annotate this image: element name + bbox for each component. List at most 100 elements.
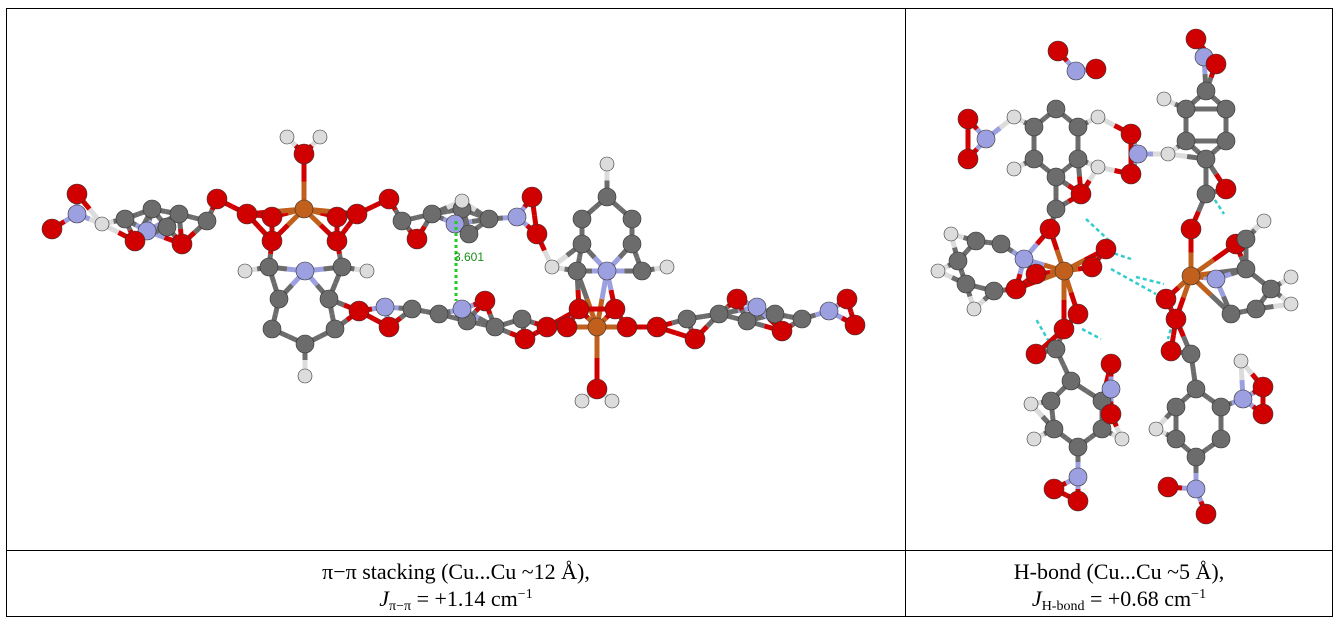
atom xyxy=(1047,340,1065,358)
atom xyxy=(1234,390,1252,408)
h-bond xyxy=(1136,277,1164,284)
atom xyxy=(1047,100,1065,118)
atom xyxy=(172,234,192,254)
atom xyxy=(1262,280,1280,298)
atom xyxy=(508,208,526,226)
atom xyxy=(977,130,995,148)
atom xyxy=(772,321,792,341)
atom xyxy=(480,210,498,228)
atom xyxy=(298,369,312,383)
atom xyxy=(1025,150,1043,168)
atom xyxy=(125,231,145,251)
atom xyxy=(1161,147,1175,161)
atom xyxy=(327,207,347,227)
atom xyxy=(575,394,589,408)
atom xyxy=(527,224,547,244)
atom xyxy=(407,229,427,249)
atom xyxy=(403,300,421,318)
atom xyxy=(1197,150,1215,168)
molecule-drawing: 3.601 xyxy=(7,9,905,550)
atom xyxy=(1177,100,1195,118)
atom xyxy=(685,329,705,349)
superscript: −1 xyxy=(518,587,533,602)
h-bond-structure xyxy=(906,9,1332,551)
atom xyxy=(1045,420,1063,438)
atom xyxy=(820,302,838,320)
atom xyxy=(1181,219,1201,239)
caption: π−π stacking (Cu...Cu ~12 Å), Jπ−π = +1.… xyxy=(7,551,906,616)
atom xyxy=(198,212,216,230)
atom xyxy=(207,189,227,209)
atom xyxy=(1197,185,1215,203)
atom xyxy=(967,232,985,250)
atom xyxy=(116,210,134,228)
atom xyxy=(313,130,327,144)
atom xyxy=(1026,344,1046,364)
atom xyxy=(1222,305,1240,323)
atom xyxy=(1121,164,1141,184)
atom xyxy=(1068,304,1088,324)
h-bond xyxy=(1082,329,1101,339)
atom xyxy=(296,262,314,280)
atom xyxy=(262,207,282,227)
atom xyxy=(1157,92,1171,106)
atom xyxy=(143,200,161,218)
atom xyxy=(1161,341,1181,361)
atom xyxy=(1196,504,1216,524)
atom xyxy=(1206,54,1226,74)
atom xyxy=(957,275,975,293)
atom xyxy=(748,298,766,316)
atom xyxy=(1047,200,1065,218)
superscript: −1 xyxy=(1191,587,1206,602)
atom xyxy=(837,289,857,309)
atom xyxy=(1187,380,1205,398)
atom xyxy=(1187,480,1205,498)
atom xyxy=(605,299,625,319)
atom xyxy=(486,318,504,336)
atom xyxy=(320,290,338,308)
atom xyxy=(393,212,411,230)
atom xyxy=(1253,377,1273,397)
atom xyxy=(557,317,577,337)
atom xyxy=(1247,300,1265,318)
atom xyxy=(1149,422,1163,436)
atom xyxy=(985,282,1003,300)
caption-line: π−π stacking (Cu...Cu ~12 Å), xyxy=(7,558,905,585)
atom xyxy=(260,258,278,276)
atom xyxy=(710,305,728,323)
atom xyxy=(568,262,586,280)
atom xyxy=(1091,110,1105,124)
atom xyxy=(1040,219,1060,239)
atom xyxy=(349,301,369,321)
atom xyxy=(1069,118,1087,136)
atom xyxy=(1024,397,1038,411)
atom xyxy=(327,231,347,251)
atom xyxy=(1091,160,1105,174)
atom xyxy=(958,109,978,129)
atom xyxy=(1006,279,1026,299)
atom xyxy=(1015,250,1033,268)
atom xyxy=(294,144,314,164)
atom xyxy=(1054,319,1074,339)
atom xyxy=(1042,392,1060,410)
atom xyxy=(1007,162,1021,176)
atom xyxy=(460,225,478,243)
atom xyxy=(423,205,441,223)
distance-label: 3.601 xyxy=(454,250,484,264)
atom xyxy=(1167,430,1185,448)
atom xyxy=(1187,448,1205,466)
subscript: π−π xyxy=(389,599,411,614)
atom xyxy=(1166,309,1186,329)
caption-line: Jπ−π = +1.14 cm−1 xyxy=(7,585,905,612)
atom xyxy=(1044,479,1064,499)
value-text: = +1.14 cm xyxy=(411,586,518,611)
atom xyxy=(1156,289,1176,309)
atom xyxy=(42,219,62,239)
atom xyxy=(1082,257,1102,277)
atom xyxy=(545,260,559,274)
atom xyxy=(598,188,616,206)
atom xyxy=(967,302,981,316)
atom xyxy=(1158,477,1178,497)
atom xyxy=(958,149,978,169)
value-text: = +0.68 cm xyxy=(1084,586,1191,611)
